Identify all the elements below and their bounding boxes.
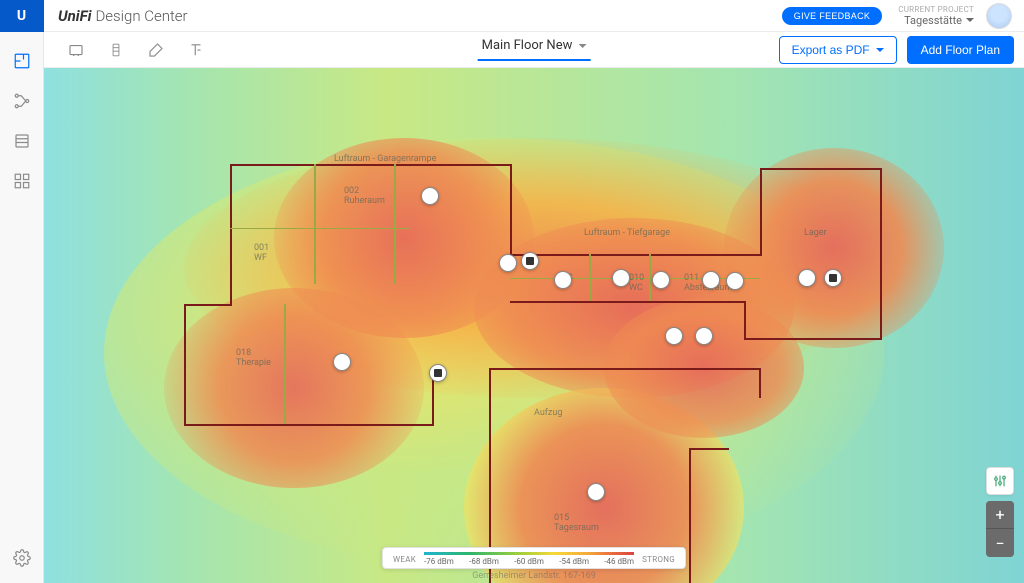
device-marker[interactable] [695, 327, 713, 345]
rail-icon-plan[interactable] [11, 50, 33, 72]
device-marker[interactable] [554, 271, 572, 289]
toolbar: Main Floor New Export as PDF Add Floor P… [44, 32, 1024, 68]
device-marker[interactable] [429, 364, 447, 382]
project-name: Tagesstätte [904, 14, 962, 27]
brand-logo-icon[interactable]: U [0, 0, 44, 32]
legend-gradient-bar [424, 552, 634, 555]
tool-icon-text[interactable] [186, 40, 206, 60]
brand-light: Design Center [95, 7, 187, 25]
give-feedback-button[interactable]: GIVE FEEDBACK [782, 7, 882, 25]
device-marker[interactable] [421, 187, 439, 205]
legend-tick: -60 dBm [514, 557, 544, 566]
address-footer: Gerresheimer Landstr. 167-169 [472, 571, 596, 581]
tool-icon-rack[interactable] [106, 40, 126, 60]
device-marker[interactable] [726, 272, 744, 290]
user-avatar[interactable] [986, 3, 1012, 29]
floor-selector-label: Main Floor New [482, 38, 573, 53]
left-rail: U [0, 0, 44, 583]
floorplan-canvas[interactable]: Luftraum - GaragenrampeLuftraum - Tiefga… [44, 68, 1024, 583]
floor-selector[interactable]: Main Floor New [478, 38, 591, 61]
legend-tick: -46 dBm [604, 557, 634, 566]
device-marker[interactable] [587, 483, 605, 501]
legend-tick: -76 dBm [424, 557, 454, 566]
add-floor-plan-button[interactable]: Add Floor Plan [907, 36, 1014, 64]
signal-legend: WEAK -76 dBm -68 dBm -60 dBm -54 dBm -46 dBm… [382, 547, 686, 569]
device-marker[interactable] [652, 271, 670, 289]
project-selector[interactable]: CURRENT PROJECT Tagesstätte [898, 5, 974, 27]
rail-icon-topology[interactable] [11, 90, 33, 112]
zoom-out-button[interactable]: − [986, 529, 1014, 557]
topbar: UniFi Design Center GIVE FEEDBACK CURREN… [44, 0, 1024, 32]
tool-icon-build[interactable] [146, 40, 166, 60]
legend-weak: WEAK [393, 555, 416, 564]
chevron-down-icon [578, 44, 586, 48]
device-marker[interactable] [798, 269, 816, 287]
tool-icon-device[interactable] [66, 40, 86, 60]
zoom-in-button[interactable]: + [986, 501, 1014, 529]
adjust-icon[interactable] [986, 467, 1014, 495]
brand: UniFi Design Center [58, 7, 188, 25]
chevron-down-icon [876, 48, 884, 52]
current-project-label: CURRENT PROJECT [898, 5, 974, 14]
legend-strong: STRONG [642, 555, 675, 564]
device-marker[interactable] [665, 327, 683, 345]
device-marker[interactable] [521, 252, 539, 270]
device-marker[interactable] [702, 271, 720, 289]
brand-bold: UniFi [58, 7, 91, 25]
device-marker[interactable] [612, 269, 630, 287]
device-marker[interactable] [824, 269, 842, 287]
legend-tick: -54 dBm [559, 557, 589, 566]
settings-icon[interactable] [11, 547, 33, 569]
device-marker[interactable] [499, 254, 517, 272]
legend-tick: -68 dBm [469, 557, 499, 566]
device-marker[interactable] [333, 353, 351, 371]
chevron-down-icon [966, 18, 974, 22]
export-pdf-button[interactable]: Export as PDF [779, 36, 897, 64]
rail-icon-devices[interactable] [11, 170, 33, 192]
rail-icon-list[interactable] [11, 130, 33, 152]
